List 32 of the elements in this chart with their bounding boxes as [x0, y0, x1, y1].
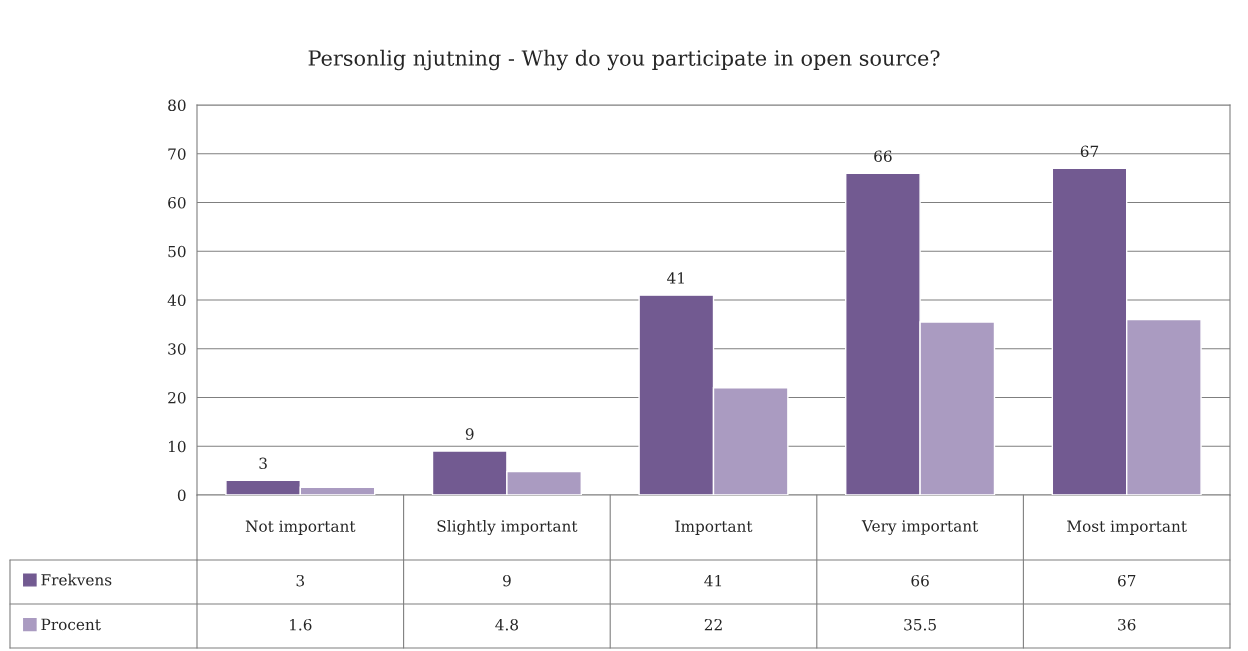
data-label: 35.5 [904, 618, 936, 631]
x-tick-label: Not important [245, 520, 356, 535]
data-label: 3 [296, 574, 305, 587]
y-tick-label: 50 [168, 245, 186, 258]
annotation: 67 [1080, 145, 1099, 158]
x-tick-label: Slightly important [437, 520, 578, 535]
data-label: 9 [503, 574, 511, 587]
annotation: 41 [667, 272, 684, 284]
x-tick-label: Very important [861, 520, 979, 535]
annotation: 9 [465, 428, 474, 440]
y-tick-label: 70 [168, 148, 186, 160]
y-tick-label: 20 [168, 391, 186, 404]
legend-label: Frekvens [41, 573, 112, 586]
annotation: 3 [259, 457, 267, 470]
y-tick-label: 0 [177, 489, 186, 502]
x-tick-label: Important [675, 520, 753, 535]
data-label: 41 [704, 574, 722, 587]
y-tick-label: 10 [169, 440, 186, 453]
data-label: 67 [1118, 574, 1136, 587]
annotation: 66 [874, 150, 892, 162]
data-label: 66 [911, 574, 929, 587]
data-label: 4.8 [495, 618, 519, 631]
y-tick-label: 40 [167, 294, 186, 307]
y-tick-label: 80 [168, 99, 186, 112]
x-tick-label: Most important [1067, 520, 1187, 535]
data-label: 22 [704, 618, 722, 631]
chart-title: Personlig njutning - Why do you participate in open source? [308, 49, 940, 71]
y-tick-label: 30 [168, 343, 186, 355]
data-label: 36 [1118, 618, 1136, 631]
y-tick-label: 60 [168, 196, 186, 209]
legend-label: Procent [41, 618, 101, 631]
data-label: 1.6 [290, 618, 312, 631]
